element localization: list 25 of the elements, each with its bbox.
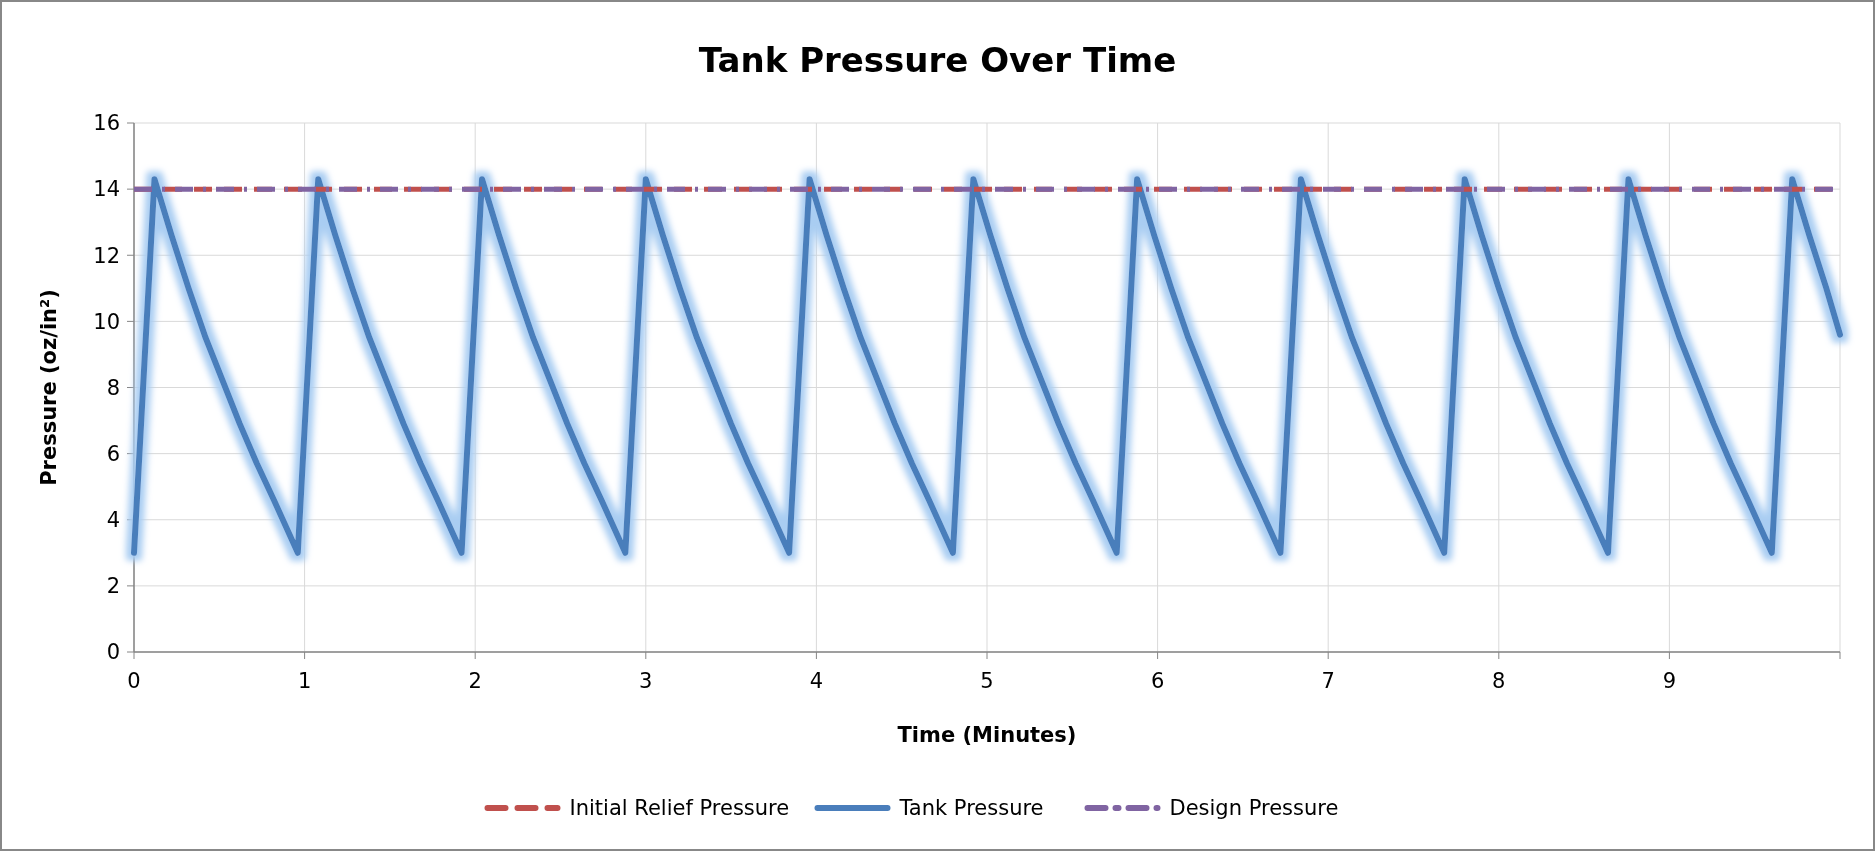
y-tick-label: 16 bbox=[93, 111, 120, 136]
x-axis-title: Time (Minutes) bbox=[897, 723, 1077, 747]
x-tick-label: 8 bbox=[1492, 669, 1506, 693]
y-tick-label: 6 bbox=[106, 441, 120, 466]
legend-label: Initial Relief Pressure bbox=[569, 796, 790, 821]
y-tick-label: 8 bbox=[106, 375, 120, 400]
x-tick-label: 3 bbox=[639, 669, 653, 693]
y-tick-label: 4 bbox=[106, 508, 120, 533]
y-tick-label: 0 bbox=[106, 640, 120, 665]
x-tick-label: 5 bbox=[980, 669, 994, 693]
y-tick-label: 10 bbox=[93, 309, 120, 334]
y-tick-label: 12 bbox=[93, 243, 120, 268]
chart-title: Tank Pressure Over Time bbox=[698, 40, 1177, 80]
x-tick-label: 0 bbox=[127, 669, 141, 693]
x-tick-label: 2 bbox=[468, 669, 482, 693]
x-tick-label: 7 bbox=[1321, 669, 1335, 693]
legend-label: Tank Pressure bbox=[898, 796, 1044, 821]
x-tick-label: 1 bbox=[297, 669, 312, 693]
x-tick-label: 4 bbox=[809, 669, 824, 693]
x-tick-label: 9 bbox=[1662, 669, 1677, 693]
y-axis-title: Pressure (oz/in²) bbox=[37, 289, 61, 486]
y-tick-label: 14 bbox=[93, 177, 120, 202]
legend-label: Design Pressure bbox=[1169, 796, 1339, 821]
x-tick-label: 6 bbox=[1150, 669, 1165, 693]
y-tick-label: 2 bbox=[106, 574, 120, 599]
